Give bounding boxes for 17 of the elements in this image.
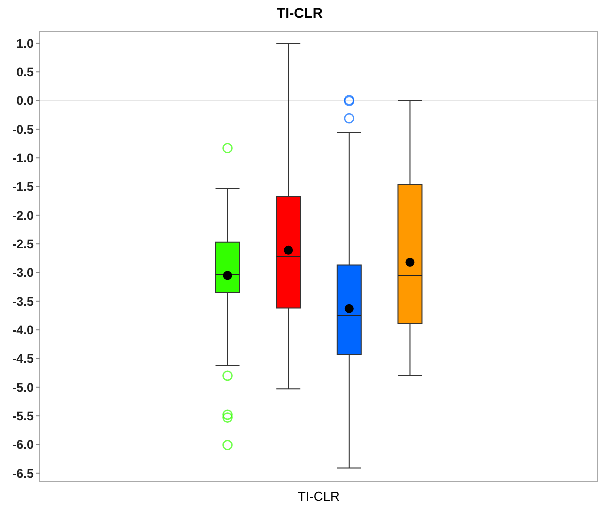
y-tick-label: -3.5 <box>12 294 34 309</box>
y-tick-label: -2.0 <box>12 208 34 223</box>
y-tick-label: -2.5 <box>12 237 34 252</box>
y-tick-label: -0.5 <box>12 122 34 137</box>
y-tick-label: -1.5 <box>12 180 34 194</box>
y-tick-label: 1.0 <box>16 36 34 51</box>
y-tick-label: -4.0 <box>12 323 34 338</box>
chart-title: TI-CLR <box>277 5 323 21</box>
y-tick-label: -3.0 <box>12 266 34 280</box>
y-tick-label: 0.5 <box>16 66 34 80</box>
y-tick-label: -6.0 <box>12 438 34 452</box>
y-tick-label: -6.5 <box>12 466 34 481</box>
y-tick-label: -5.0 <box>12 380 34 395</box>
y-tick-label: -4.5 <box>12 352 34 366</box>
y-tick-label: -1.0 <box>12 151 34 166</box>
y-tick-label: -5.5 <box>12 409 34 424</box>
y-tick-label: 0.0 <box>16 94 34 108</box>
